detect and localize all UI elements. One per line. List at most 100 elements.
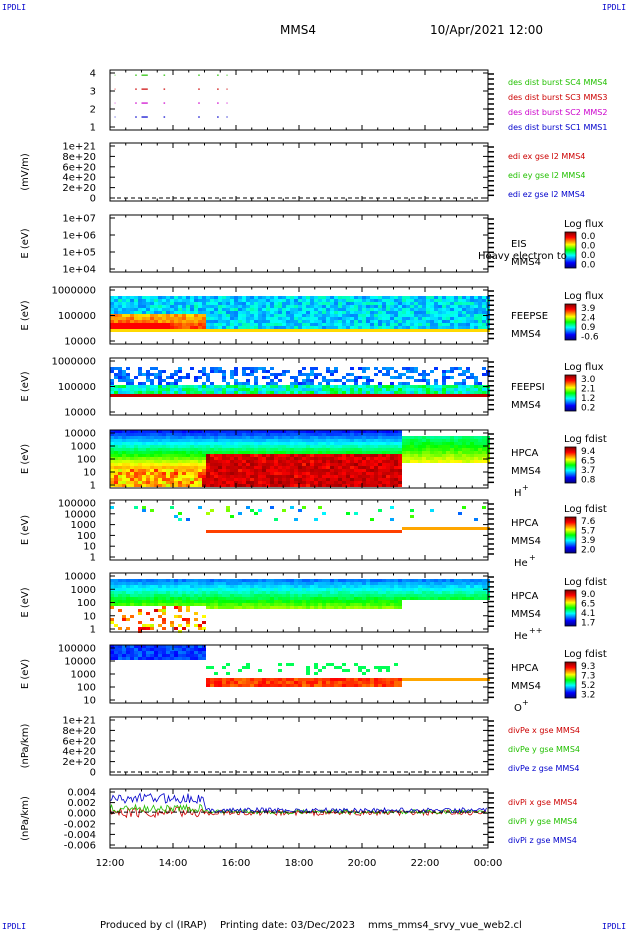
y-tick-label-feepse-0: 1000000: [51, 286, 96, 297]
spacecraft-label-feepse: MMS4: [511, 329, 541, 340]
corner-label-bottom-right: IPDLI: [602, 922, 627, 931]
colorbar-tick-hpca-hepp-0: 9.0: [581, 590, 596, 600]
colorbar-tick-hpca-he-1: 5.7: [581, 527, 595, 537]
instrument-label-hpca-h: HPCA: [511, 448, 539, 459]
colorbar-tick-hpca-o-0: 9.3: [581, 662, 595, 672]
colorbar-tick-hpca-o-2: 5.2: [581, 681, 595, 691]
legend-divpe-2: divPe z gse MMS4: [508, 764, 579, 773]
y-tick-label-des-burst-1: 3: [90, 87, 96, 98]
plot-datetime: 10/Apr/2021 12:00: [430, 23, 544, 37]
x-tick-label-6: 00:00: [474, 858, 503, 869]
colorbar-title-feepsi: Log flux: [564, 362, 604, 373]
y-tick-label-edi-e-3: 4e+20: [62, 173, 96, 184]
x-tick-label-1: 14:00: [159, 858, 188, 869]
y-tick-label-divpe-4: 2e+20: [62, 757, 96, 768]
colorbar-feepse: [564, 303, 577, 341]
panel-frame-divpi: [109, 788, 489, 849]
y-tick-label-hpca-o-3: 100: [77, 683, 96, 694]
species-charge-hpca-he: +: [529, 553, 536, 562]
colorbar-tick-feepsi-2: 1.2: [581, 394, 595, 404]
footer-produced-by: Produced by cl (IRAP): [100, 920, 207, 931]
x-tick-label-5: 22:00: [411, 858, 440, 869]
colorbar-hpca-he: [564, 516, 577, 554]
x-tick-label-0: 12:00: [96, 858, 125, 869]
y-axis-label-eis: E (eV): [20, 228, 31, 258]
colorbar-tick-eis-2: 0.0: [581, 251, 596, 261]
y-axis-label-divpe: (nPa/km): [20, 724, 31, 769]
y-tick-label-eis-2: 1e+05: [62, 248, 96, 259]
spectrogram-feepse: [110, 296, 490, 332]
colorbar-hpca-o: [564, 661, 577, 699]
colorbar-tick-hpca-hepp-3: 1.7: [581, 619, 595, 629]
y-tick-label-hpca-h-4: 1: [90, 481, 96, 492]
colorbar-eis: [564, 231, 577, 269]
y-axis-label-hpca-hepp: E (eV): [20, 587, 31, 617]
corner-label-bottom-left: IPDLI: [2, 922, 27, 931]
legend-divpe-1: divPe y gse MMS4: [508, 745, 580, 754]
y-tick-label-hpca-he-4: 10: [83, 542, 96, 553]
y-tick-label-hpca-h-3: 10: [83, 468, 96, 479]
y-tick-label-hpca-hepp-2: 100: [77, 598, 96, 609]
y-axis-label-edi-e: (mV/m): [20, 153, 31, 191]
species-charge-hpca-o: +: [522, 698, 529, 707]
species-charge-hpca-hepp: ++: [529, 626, 542, 635]
panel-frame-des-burst: [109, 69, 489, 131]
y-axis-label-hpca-h: E (eV): [20, 444, 31, 474]
colorbar-title-feepse: Log flux: [564, 291, 604, 302]
y-tick-label-hpca-o-0: 100000: [58, 644, 96, 655]
y-tick-label-feepsi-1: 100000: [58, 382, 96, 393]
spacecraft-label-feepsi: MMS4: [511, 400, 541, 411]
colorbar-title-hpca-he: Log fdist: [564, 504, 607, 515]
colorbar-tick-hpca-o-3: 3.2: [581, 691, 595, 701]
legend-edi-e-0: edi ex gse l2 MMS4: [508, 152, 585, 161]
y-tick-label-divpi-4: -0.004: [64, 830, 96, 841]
legend-divpi-0: divPi x gse MMS4: [508, 798, 577, 807]
instrument-label-feepsi: FEEPSI: [511, 382, 545, 393]
instrument-label-hpca-hepp: HPCA: [511, 591, 539, 602]
spacecraft-label-eis: MMS4: [511, 257, 541, 268]
colorbar-tick-feepse-1: 2.4: [581, 314, 596, 324]
y-tick-label-hpca-he-1: 10000: [64, 509, 96, 520]
y-tick-label-feepsi-2: 10000: [64, 408, 96, 419]
y-tick-label-divpe-1: 8e+20: [62, 726, 96, 737]
y-tick-label-hpca-o-2: 1000: [71, 670, 96, 681]
y-tick-label-edi-e-5: 0: [90, 194, 96, 205]
colorbar-tick-feepsi-0: 3.0: [581, 375, 596, 385]
colorbar-tick-hpca-he-0: 7.6: [581, 517, 596, 527]
panel-frame-divpe: [109, 716, 489, 776]
colorbar-tick-feepse-3: -0.6: [581, 333, 599, 343]
y-tick-label-hpca-h-2: 100: [77, 455, 96, 466]
y-tick-label-hpca-h-1: 1000: [71, 442, 96, 453]
y-tick-label-eis-0: 1e+07: [62, 214, 96, 225]
y-tick-label-divpi-5: -0.006: [64, 841, 96, 852]
colorbar-title-hpca-h: Log fdist: [564, 434, 607, 445]
colorbar-title-eis: Log flux: [564, 219, 604, 230]
species-label-hpca-o: O: [514, 703, 522, 714]
colorbar-feepsi: [564, 374, 577, 412]
colorbar-tick-feepse-0: 3.9: [581, 304, 596, 314]
legend-divpe-0: divPe x gse MMS4: [508, 726, 580, 735]
spectrogram-hpca-he: [110, 506, 490, 533]
y-tick-label-edi-e-1: 8e+20: [62, 152, 96, 163]
colorbar-tick-feepsi-3: 0.2: [581, 404, 595, 414]
colorbar-tick-hpca-h-2: 3.7: [581, 466, 595, 476]
y-axis-label-hpca-he: E (eV): [20, 515, 31, 545]
y-tick-label-feepse-2: 10000: [64, 337, 96, 348]
y-tick-label-hpca-he-5: 1: [90, 553, 96, 564]
y-tick-label-divpi-2: 0.000: [67, 809, 96, 820]
spectrogram-hpca-h: [110, 430, 490, 487]
legend-edi-e-1: edi ey gse l2 MMS4: [508, 171, 586, 180]
divpi-line-z: [109, 792, 487, 814]
y-tick-label-eis-3: 1e+04: [62, 265, 96, 276]
page-title: MMS4: [280, 23, 316, 37]
y-tick-label-hpca-hepp-1: 1000: [71, 585, 96, 596]
colorbar-tick-hpca-h-3: 0.8: [581, 476, 596, 486]
panel-frame-edi-e: [109, 142, 489, 202]
y-axis-label-feepsi: E (eV): [20, 371, 31, 401]
spacecraft-label-hpca-he: MMS4: [511, 536, 541, 547]
x-tick-label-3: 18:00: [285, 858, 314, 869]
colorbar-tick-hpca-h-1: 6.5: [581, 457, 595, 467]
y-tick-label-hpca-o-1: 10000: [64, 657, 96, 668]
y-tick-label-divpi-0: 0.004: [67, 788, 96, 799]
x-tick-label-2: 16:00: [222, 858, 251, 869]
